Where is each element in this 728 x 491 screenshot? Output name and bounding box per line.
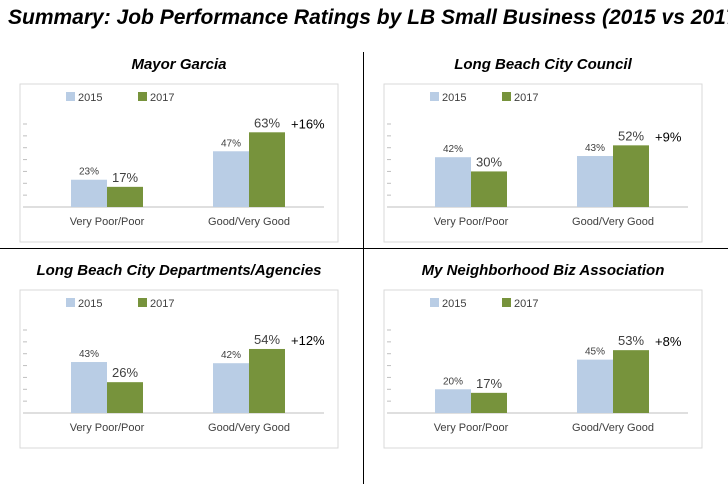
bar-2017-poor <box>471 171 507 207</box>
data-label: 26% <box>112 365 138 380</box>
bar-2017-good <box>613 145 649 207</box>
data-label: 53% <box>618 333 644 348</box>
data-label: 42% <box>221 350 241 361</box>
x-tick-label: Very Poor/Poor <box>434 216 509 228</box>
legend-2015-swatch <box>430 92 439 101</box>
legend-2017-swatch <box>502 92 511 101</box>
chart-frame <box>383 289 703 449</box>
legend-2015-swatch <box>430 298 439 307</box>
chart-title: Long Beach City Departments/Agencies <box>36 262 322 279</box>
bar-2015-poor <box>435 389 471 413</box>
bar-chart: 2015 2017 23% 17% Very Poor/Poor 47% 63% Good/V… <box>19 83 339 243</box>
x-tick-label: Good/Very Good <box>208 422 290 434</box>
change-annotation: +8% <box>655 334 682 349</box>
bar-2017-good <box>249 348 285 413</box>
bar-2017-poor <box>107 186 143 207</box>
data-label: 43% <box>79 349 99 360</box>
legend-2017-swatch <box>138 298 147 307</box>
x-tick-label: Very Poor/Poor <box>434 422 509 434</box>
page-title: Summary: Job Performance Ratings by LB S… <box>8 6 728 29</box>
legend-2017-label: 2017 <box>514 298 538 310</box>
horizontal-divider <box>0 248 728 249</box>
legend-2015-swatch <box>66 298 75 307</box>
data-label: 17% <box>476 376 502 391</box>
data-label: 17% <box>112 170 138 185</box>
x-tick-label: Good/Very Good <box>572 216 654 228</box>
legend-2017-label: 2017 <box>150 298 174 310</box>
bar-2015-good <box>577 359 613 413</box>
bar-chart: 2015 2017 20% 17% Very Poor/Poor 45% 53% Good/V… <box>383 289 703 449</box>
bar-2017-poor <box>471 392 507 413</box>
bar-chart: 2015 2017 42% 30% Very Poor/Poor 43% 52% Good/V… <box>383 83 703 243</box>
change-annotation: +16% <box>291 116 325 131</box>
bar-2015-poor <box>71 179 107 207</box>
chart-frame <box>19 83 339 243</box>
data-label: 54% <box>254 332 280 347</box>
chart-title: Long Beach City Council <box>454 56 632 73</box>
data-label: 20% <box>443 376 463 387</box>
chart-title: My Neighborhood Biz Association <box>421 262 665 279</box>
bar-2017-good <box>613 350 649 413</box>
bar-2015-poor <box>71 362 107 413</box>
legend-2015-label: 2015 <box>78 92 102 104</box>
chart-frame <box>383 83 703 243</box>
data-label: 63% <box>254 115 280 130</box>
change-annotation: +12% <box>291 333 325 348</box>
data-label: 42% <box>443 144 463 155</box>
x-tick-label: Very Poor/Poor <box>70 216 145 228</box>
data-label: 30% <box>476 154 502 169</box>
change-annotation: +9% <box>655 129 682 144</box>
legend-2017-label: 2017 <box>514 92 538 104</box>
data-label: 23% <box>79 167 99 178</box>
chart-frame <box>19 289 339 449</box>
data-label: 47% <box>221 138 241 149</box>
legend-2015-label: 2015 <box>442 92 466 104</box>
bar-2017-good <box>249 132 285 207</box>
bar-2017-poor <box>107 382 143 413</box>
legend-2017-swatch <box>502 298 511 307</box>
bar-2015-poor <box>435 157 471 207</box>
legend-2017-swatch <box>138 92 147 101</box>
chart-title: Mayor Garcia <box>131 56 227 73</box>
legend-2017-label: 2017 <box>150 92 174 104</box>
legend-2015-label: 2015 <box>78 298 102 310</box>
bar-chart: 2015 2017 43% 26% Very Poor/Poor 42% 54% Good/V… <box>19 289 339 449</box>
data-label: 52% <box>618 128 644 143</box>
bar-2015-good <box>577 156 613 207</box>
data-label: 43% <box>585 143 605 154</box>
x-tick-label: Good/Very Good <box>572 422 654 434</box>
x-tick-label: Good/Very Good <box>208 216 290 228</box>
x-tick-label: Very Poor/Poor <box>70 422 145 434</box>
data-label: 45% <box>585 347 605 358</box>
legend-2015-swatch <box>66 92 75 101</box>
bar-2015-good <box>213 151 249 207</box>
bar-2015-good <box>213 363 249 413</box>
vertical-divider <box>363 52 364 484</box>
legend-2015-label: 2015 <box>442 298 466 310</box>
